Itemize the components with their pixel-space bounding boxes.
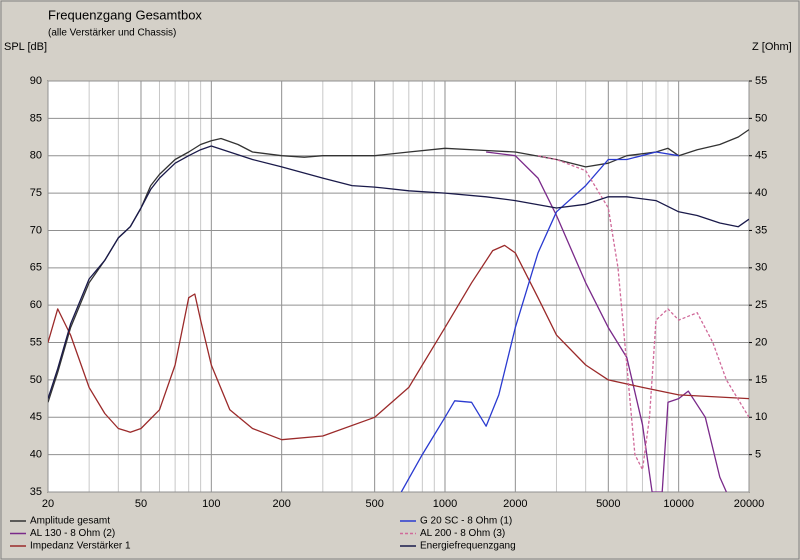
y2-tick-label: 5 [755,449,761,461]
legend-label: Amplitude gesamt [30,516,110,527]
x-tick-label: 20 [42,498,54,510]
y2-tick-label: 25 [755,299,767,311]
legend-label: AL 200 - 8 Ohm (3) [420,528,505,539]
x-tick-label: 500 [365,498,383,510]
y2-tick-label: 40 [755,187,767,199]
y-tick-label: 45 [30,411,42,423]
series-line [48,145,749,399]
series-line [486,151,727,492]
y-tick-label: 40 [30,449,42,461]
x-tick-label: 20000 [734,498,765,510]
y-tick-label: 75 [30,187,42,199]
y-tick-label: 80 [30,150,42,162]
y2-tick-label: 35 [755,224,767,236]
x-tick-label: 100 [202,498,220,510]
y2-tick-label: 10 [755,411,767,423]
y2-tick-label: 30 [755,262,767,274]
chart-title: Frequenzgang Gesamtbox [48,7,202,22]
x-tick-label: 1000 [433,498,457,510]
legend-label: Energiefrequenzgang [420,541,516,552]
y2-tick-label: 50 [755,112,767,124]
y-tick-label: 70 [30,224,42,236]
series-line [400,151,679,492]
series-line [537,155,749,471]
y-tick-label: 35 [30,486,42,498]
y-tick-label: 60 [30,299,42,311]
x-tick-label: 200 [272,498,290,510]
x-tick-label: 2000 [503,498,527,510]
lines [48,129,749,492]
y-tick-label: 55 [30,336,42,348]
y2-tick-label: 20 [755,336,767,348]
legend-label: AL 130 - 8 Ohm (2) [30,528,115,539]
y2-tick-label: 45 [755,150,767,162]
legend-label: G 20 SC - 8 Ohm (1) [420,516,512,527]
y-tick-label: 65 [30,262,42,274]
y-tick-label: 85 [30,112,42,124]
chart-subtitle: (alle Verstärker und Chassis) [48,28,176,39]
x-tick-label: 50 [135,498,147,510]
y-tick-label: 50 [30,374,42,386]
legend-label: Impedanz Verstärker 1 [30,541,131,552]
y2-axis-label: Z [Ohm] [752,41,792,53]
y2-tick-label: 15 [755,374,767,386]
y2-tick-label: 55 [755,75,767,87]
y-axis-label: SPL [dB] [4,41,47,53]
x-tick-label: 5000 [596,498,620,510]
x-tick-label: 10000 [663,498,694,510]
y-tick-label: 90 [30,75,42,87]
series-line [48,244,749,441]
